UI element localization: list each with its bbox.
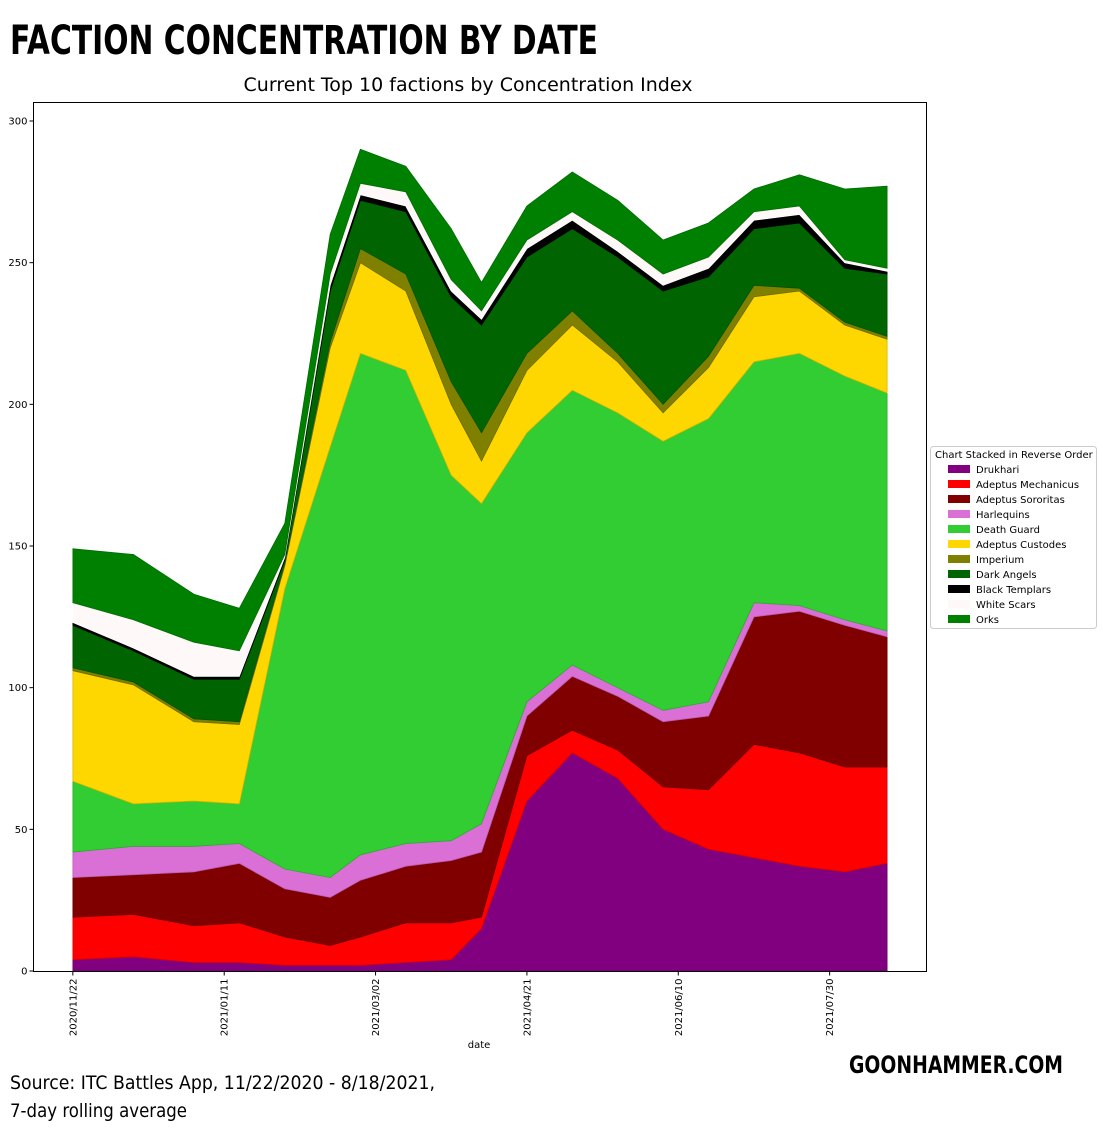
legend-label: Orks xyxy=(976,615,999,626)
legend-swatch xyxy=(948,585,970,593)
page-title: FACTION CONCENTRATION BY DATE xyxy=(10,18,598,64)
y-tick-label: 50 xyxy=(15,825,28,836)
legend-swatch xyxy=(948,510,970,518)
legend-box xyxy=(930,446,1097,629)
x-tick-label: 2021/07/30 xyxy=(825,979,836,1037)
legend-label: Adeptus Sororitas xyxy=(976,495,1065,506)
legend-label: Adeptus Custodes xyxy=(976,540,1066,551)
y-tick-label: 200 xyxy=(8,400,27,411)
legend-swatch xyxy=(948,495,970,503)
legend-label: Adeptus Mechanicus xyxy=(976,480,1079,491)
legend-label: Imperium xyxy=(976,555,1024,566)
legend-swatch xyxy=(948,600,970,608)
x-axis: 2020/11/22 2021/01/11 2021/03/02 2021/04/21… xyxy=(68,971,836,1037)
x-axis-label: date xyxy=(468,1040,491,1051)
legend-label: Harlequins xyxy=(976,510,1030,521)
y-tick-label: 0 xyxy=(21,967,27,978)
legend-label: Death Guard xyxy=(976,525,1040,536)
legend-label: Dark Angels xyxy=(976,570,1037,581)
plot-frame xyxy=(33,102,927,972)
legend-label: Drukhari xyxy=(976,465,1019,476)
legend-swatch xyxy=(948,615,970,623)
legend-swatch xyxy=(948,570,970,578)
brand-logo: GOONHAMMER.COM xyxy=(849,1051,1063,1079)
area-orks xyxy=(72,148,888,652)
x-tick-label: 2021/03/02 xyxy=(371,979,382,1037)
source-line-2: 7-day rolling average xyxy=(10,1100,187,1122)
legend-swatch xyxy=(948,465,970,473)
x-tick-label: 2020/11/22 xyxy=(68,979,79,1037)
y-tick-label: 250 xyxy=(8,258,27,269)
x-tick-label: 2021/01/11 xyxy=(220,979,231,1037)
legend-swatch xyxy=(948,540,970,548)
legend-label: Black Templars xyxy=(976,585,1051,596)
y-axis: 0 50 100 150 200 250 300 xyxy=(8,117,34,978)
source-line-1: Source: ITC Battles App, 11/22/2020 - 8/… xyxy=(10,1072,435,1094)
x-tick-label: 2021/04/21 xyxy=(522,979,533,1037)
y-tick-label: 150 xyxy=(8,542,27,553)
legend-swatch xyxy=(948,555,970,563)
legend-label: White Scars xyxy=(976,600,1036,611)
legend-swatch xyxy=(948,525,970,533)
legend-swatch xyxy=(948,480,970,488)
stacked-areas xyxy=(72,148,888,972)
chart-title: Current Top 10 factions by Concentration… xyxy=(244,74,693,96)
x-tick-label: 2021/06/10 xyxy=(674,979,685,1037)
y-tick-label: 300 xyxy=(8,117,27,128)
y-tick-label: 100 xyxy=(8,683,27,694)
legend: Chart Stacked in Reverse Order Drukhari A… xyxy=(930,446,1097,629)
legend-title: Chart Stacked in Reverse Order xyxy=(935,450,1094,461)
